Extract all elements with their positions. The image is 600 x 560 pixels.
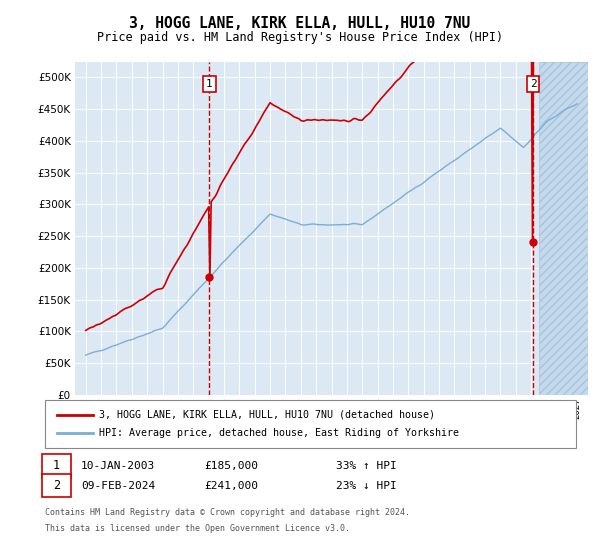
Text: 1: 1 (206, 79, 213, 89)
Text: 3, HOGG LANE, KIRK ELLA, HULL, HU10 7NU (detached house): 3, HOGG LANE, KIRK ELLA, HULL, HU10 7NU … (99, 410, 435, 420)
Text: 2: 2 (530, 79, 536, 89)
Text: £185,000: £185,000 (204, 461, 258, 471)
Text: 1: 1 (53, 459, 60, 473)
Text: 10-JAN-2003: 10-JAN-2003 (81, 461, 155, 471)
Text: 23% ↓ HPI: 23% ↓ HPI (336, 480, 397, 491)
Bar (539, 62, 588, 395)
Text: This data is licensed under the Open Government Licence v3.0.: This data is licensed under the Open Gov… (45, 524, 350, 533)
Text: Contains HM Land Registry data © Crown copyright and database right 2024.: Contains HM Land Registry data © Crown c… (45, 508, 410, 517)
Text: 3, HOGG LANE, KIRK ELLA, HULL, HU10 7NU: 3, HOGG LANE, KIRK ELLA, HULL, HU10 7NU (130, 16, 470, 31)
Text: Price paid vs. HM Land Registry's House Price Index (HPI): Price paid vs. HM Land Registry's House … (97, 31, 503, 44)
Text: £241,000: £241,000 (204, 480, 258, 491)
Text: 2: 2 (53, 479, 60, 492)
Text: HPI: Average price, detached house, East Riding of Yorkshire: HPI: Average price, detached house, East… (99, 428, 459, 438)
Text: 33% ↑ HPI: 33% ↑ HPI (336, 461, 397, 471)
Text: 09-FEB-2024: 09-FEB-2024 (81, 480, 155, 491)
